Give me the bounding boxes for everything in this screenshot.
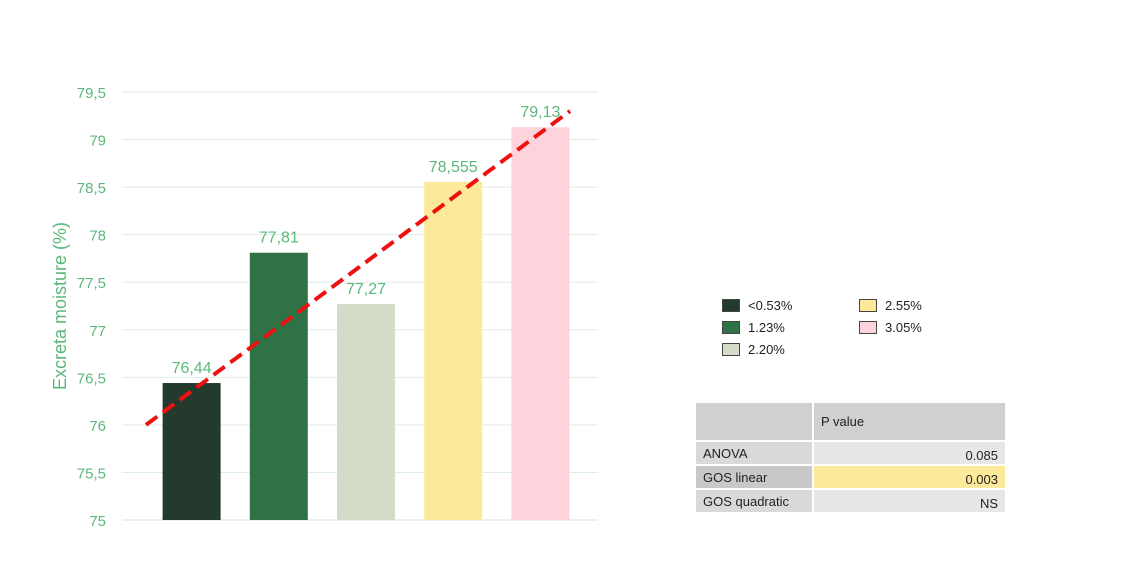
data-label: 78,555 (429, 159, 478, 176)
data-labels: 76,44 77,81 77,27 78,555 79,13 (172, 104, 561, 377)
trend-line (144, 109, 572, 427)
legend-item: <0.53% (722, 298, 792, 313)
table-row-label: GOS quadratic (696, 488, 814, 512)
y-tick-label: 76,5 (77, 370, 106, 387)
legend-label: 1.23% (748, 320, 785, 335)
data-label: 79,13 (520, 104, 560, 121)
table-row-value: 0.085 (814, 440, 1005, 464)
y-tick-label: 79 (89, 133, 106, 150)
legend-swatch (722, 321, 740, 334)
y-tick-label: 78,5 (77, 180, 106, 197)
y-tick-label: 75,5 (77, 465, 106, 482)
table-row-value: NS (814, 488, 1005, 512)
table-row: GOS linear 0.003 (696, 464, 1005, 488)
legend-swatch (859, 321, 877, 334)
y-tick-label: 75 (89, 513, 106, 530)
p-value-table: P value ANOVA 0.085 GOS linear 0.003 GOS… (696, 403, 1005, 512)
bar (162, 383, 221, 520)
table-row-label: ANOVA (696, 440, 814, 464)
legend-item: 3.05% (859, 320, 922, 335)
y-tick-label: 77 (89, 323, 106, 340)
data-label: 77,27 (346, 281, 386, 298)
legend-label: <0.53% (748, 298, 793, 313)
legend-label: 2.55% (885, 298, 922, 313)
y-tick-labels: 75 75,5 76 76,5 77 77,5 78 78,5 79 79,5 (77, 85, 106, 530)
table-header-row: P value (696, 403, 1005, 440)
table-row-label: GOS linear (696, 464, 814, 488)
legend-item: 1.23% (722, 320, 785, 335)
bar (424, 181, 483, 520)
bars (162, 127, 570, 521)
y-tick-label: 76 (89, 418, 106, 435)
table-row: ANOVA 0.085 (696, 440, 1005, 464)
y-axis-label: Excreta moisture (%) (50, 222, 70, 390)
bar (337, 304, 395, 520)
legend-item: 2.55% (859, 298, 922, 313)
data-label: 76,44 (172, 360, 212, 377)
legend-swatch (859, 299, 877, 312)
y-tick-label: 77,5 (77, 275, 106, 292)
table-row-value: 0.003 (814, 464, 1005, 488)
table-row: GOS quadratic NS (696, 488, 1005, 512)
legend-label: 2.20% (748, 342, 785, 357)
legend: <0.53% 2.55% 1.23% 3.05% 2.20% (722, 298, 962, 364)
bar (511, 127, 570, 521)
y-tick-label: 79,5 (77, 85, 106, 102)
legend-swatch (722, 343, 740, 356)
data-label: 77,81 (259, 230, 299, 247)
legend-swatch (722, 299, 740, 312)
bar-chart: 75 75,5 76 76,5 77 77,5 78 78,5 79 79,5 76,44 77,8… (50, 85, 598, 530)
legend-item: 2.20% (722, 342, 785, 357)
table-header-cell: P value (814, 403, 1005, 440)
y-tick-label: 78 (89, 228, 106, 245)
bar (249, 252, 308, 520)
table-header-cell (696, 403, 814, 440)
legend-label: 3.05% (885, 320, 922, 335)
